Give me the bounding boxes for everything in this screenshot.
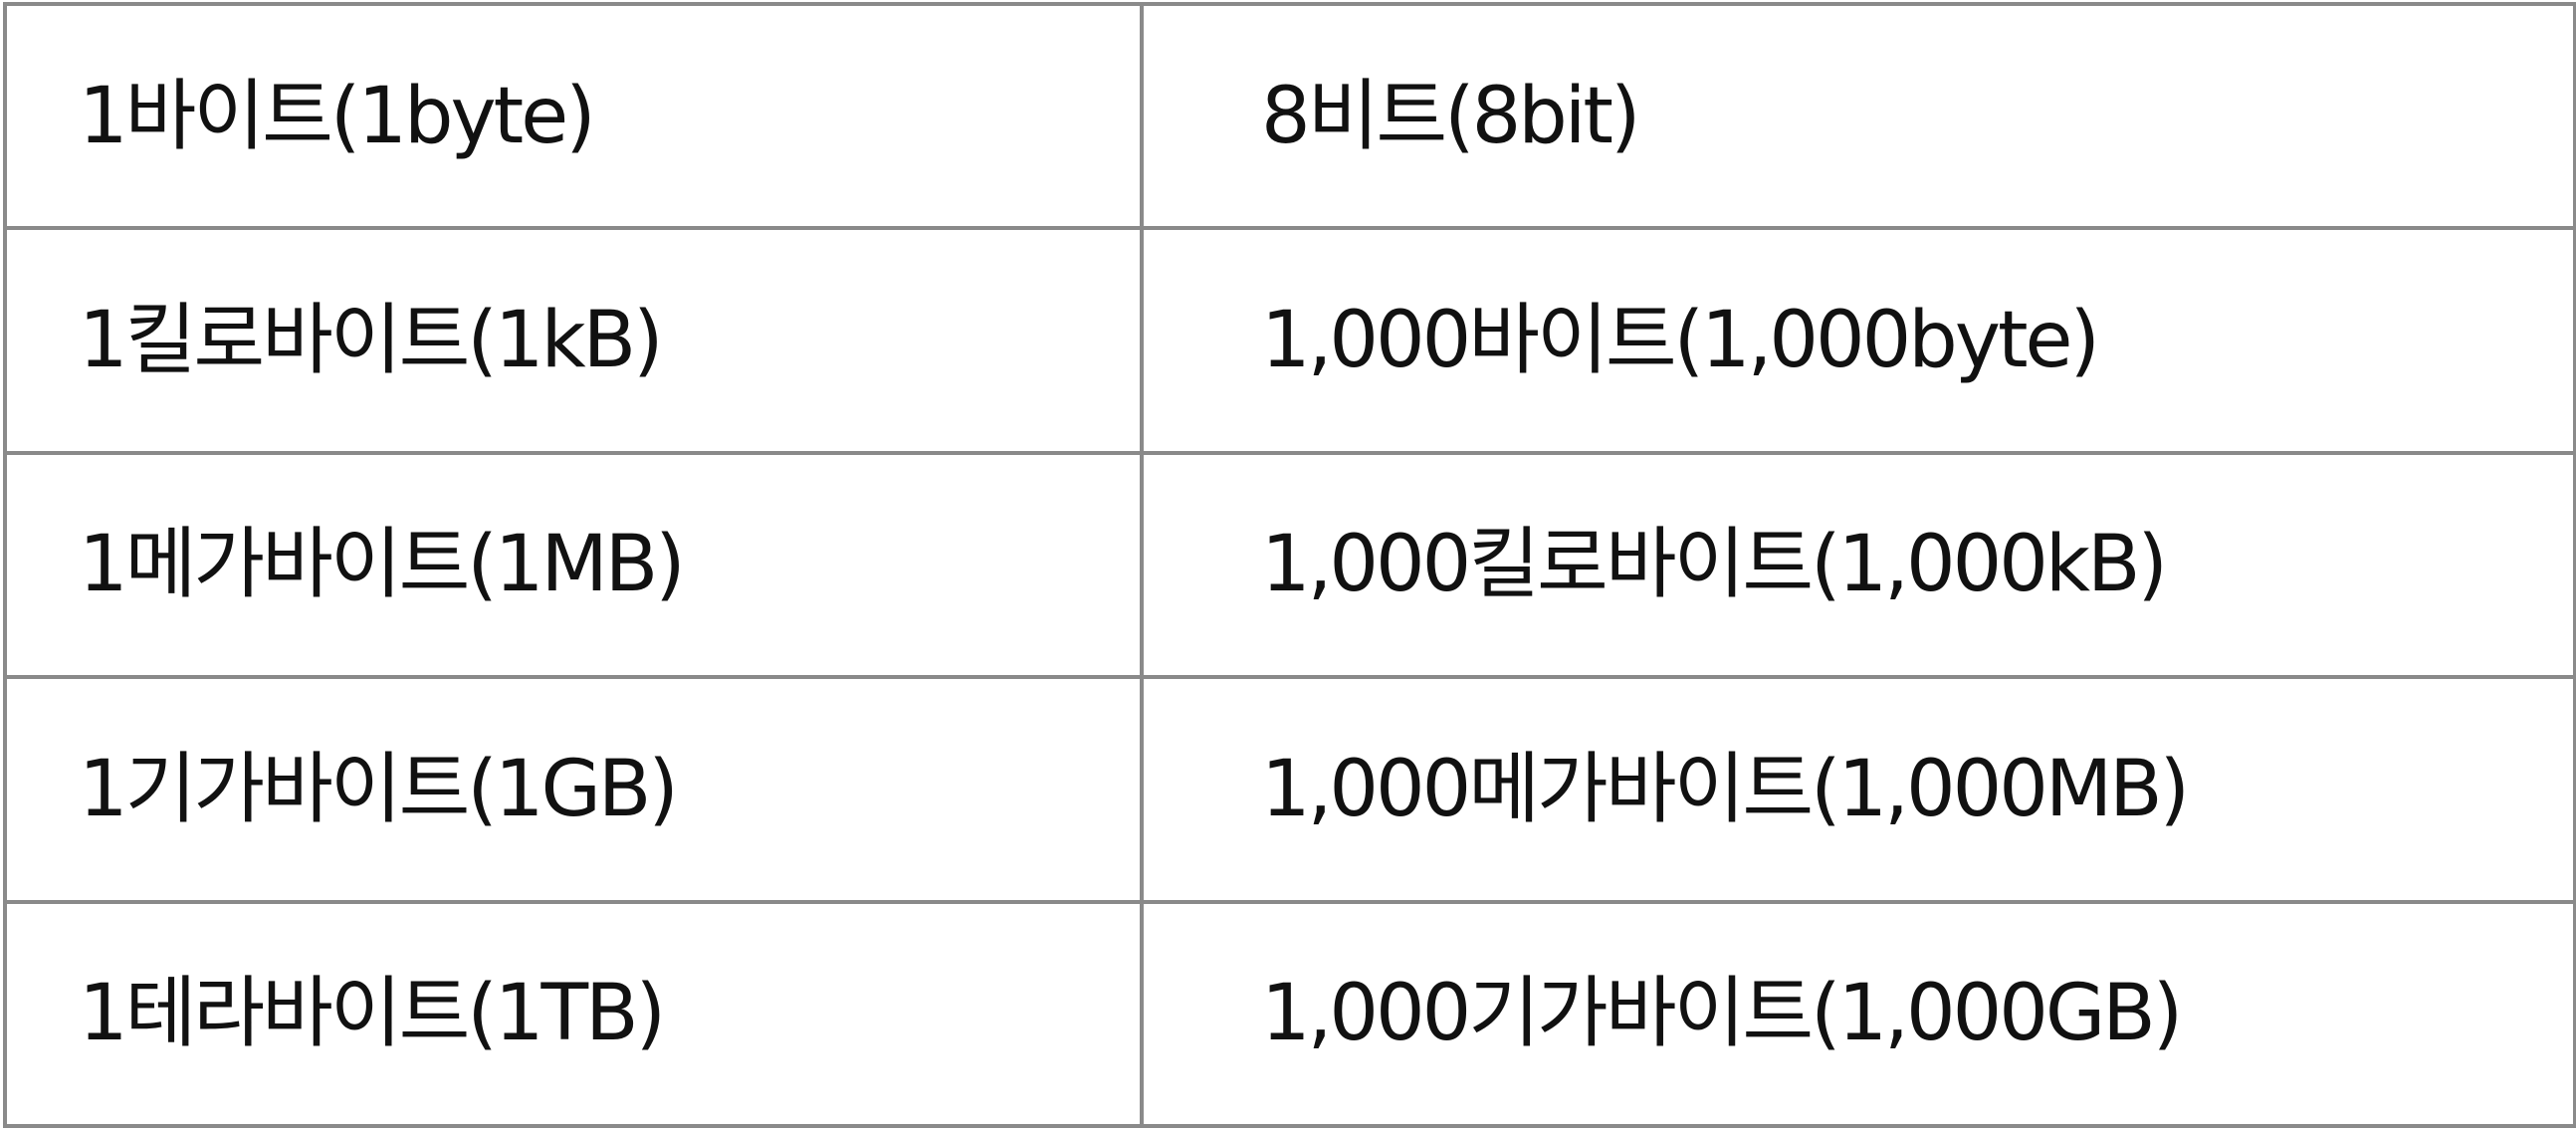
equivalent-cell: 1,000킬로바이트(1,000kB) bbox=[1140, 450, 2576, 680]
equivalent-cell: 1,000기가바이트(1,000GB) bbox=[1140, 899, 2576, 1129]
equivalent-cell: 1,000메가바이트(1,000MB) bbox=[1140, 675, 2576, 904]
data-units-table: 1바이트(1byte) 8비트(8bit) 1킬로바이트(1kB) 1,000바… bbox=[3, 1, 2576, 1129]
table-row: 1기가바이트(1GB) 1,000메가바이트(1,000MB) bbox=[3, 675, 2576, 904]
unit-cell: 1메가바이트(1MB) bbox=[3, 450, 1144, 680]
unit-cell: 1테라바이트(1TB) bbox=[3, 899, 1144, 1129]
table-row: 1테라바이트(1TB) 1,000기가바이트(1,000GB) bbox=[3, 899, 2576, 1129]
unit-cell: 1기가바이트(1GB) bbox=[3, 675, 1144, 904]
equivalent-cell: 1,000바이트(1,000byte) bbox=[1140, 226, 2576, 455]
table-row: 1킬로바이트(1kB) 1,000바이트(1,000byte) bbox=[3, 226, 2576, 455]
table-row: 1바이트(1byte) 8비트(8bit) bbox=[3, 1, 2576, 231]
equivalent-cell: 8비트(8bit) bbox=[1140, 1, 2576, 231]
unit-cell: 1바이트(1byte) bbox=[3, 1, 1144, 231]
unit-cell: 1킬로바이트(1kB) bbox=[3, 226, 1144, 455]
table-row: 1메가바이트(1MB) 1,000킬로바이트(1,000kB) bbox=[3, 450, 2576, 680]
